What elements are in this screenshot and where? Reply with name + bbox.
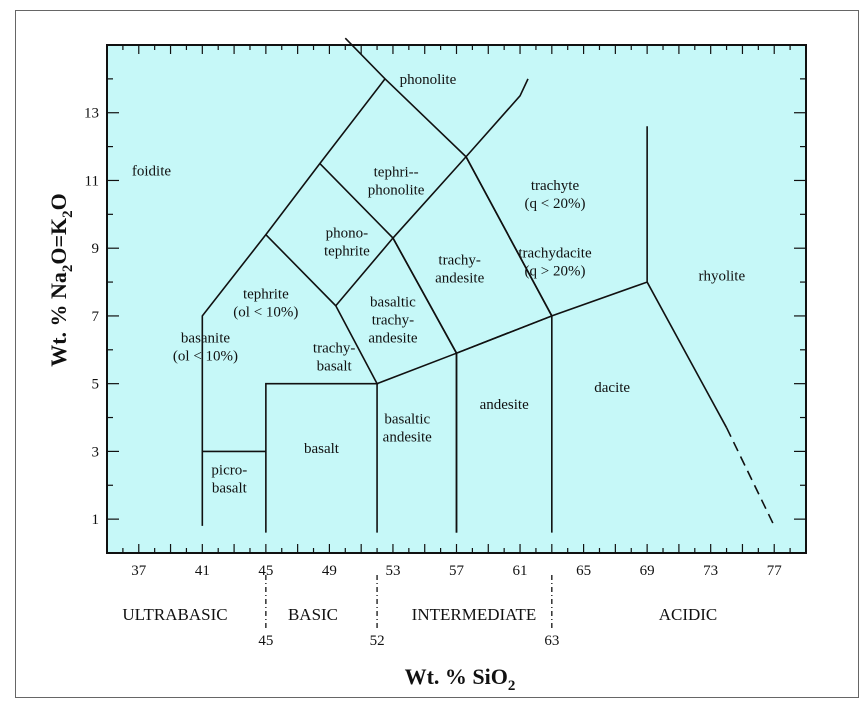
field-label-basaltic-andesite: andesite — [383, 430, 432, 446]
field-label-basanite: (ol < 10%) — [173, 348, 238, 364]
class-dividers: 45 52 63 — [258, 575, 559, 649]
field-label-tephriphonolite: phonolite — [368, 182, 425, 198]
field-label-basaltic-andesite: basaltic — [384, 412, 430, 428]
class-intermediate: INTERMEDIATE — [412, 605, 537, 624]
x-tick-label: 77 — [767, 563, 783, 579]
class-boundary-value: 45 — [258, 633, 273, 649]
x-axis-label: Wt. % SiO2 — [405, 664, 516, 694]
x-tick-label: 57 — [449, 563, 465, 579]
dashed-boundary — [725, 427, 775, 527]
boundary-line-9 — [392, 237, 458, 354]
field-label-basaltic-trachyandesite: andesite — [368, 330, 417, 346]
field-label-tephrite: tephrite — [243, 286, 289, 302]
field-label-foidite: foidite — [132, 163, 171, 179]
field-boundaries — [201, 37, 775, 533]
field-label-trachydacite: (q > 20%) — [525, 264, 586, 280]
field-labels: phonolite tephri-- phonolite foidite trachyt… — [132, 72, 746, 497]
boundary-line-12 — [465, 156, 553, 317]
field-label-phonotephrite: tephrite — [324, 243, 370, 259]
field-label-basaltic-trachyandesite: trachy- — [372, 312, 414, 328]
y-tick-label: 3 — [92, 444, 100, 460]
field-label-trachyte: trachyte — [531, 178, 580, 194]
field-label-tephrite: (ol < 10%) — [233, 304, 298, 320]
x-tick-label: 69 — [640, 563, 655, 579]
field-label-basaltic-trachyandesite: basaltic — [370, 294, 416, 310]
field-label-trachybasalt: trachy- — [313, 341, 355, 357]
x-tick-label: 53 — [385, 563, 400, 579]
field-label-trachydacite: trachydacite — [518, 246, 592, 262]
x-tick-label: 41 — [195, 563, 210, 579]
field-label-dacite: dacite — [594, 380, 630, 396]
x-tick-label: 73 — [703, 563, 718, 579]
class-boundary-value: 63 — [544, 633, 559, 649]
class-ultrabasic: ULTRABASIC — [122, 605, 227, 624]
figure-frame — [15, 10, 859, 698]
class-boundary-value: 52 — [370, 633, 385, 649]
field-label-trachyandesite: trachy- — [438, 253, 480, 269]
field-label-picrobasalt: picro- — [211, 462, 247, 478]
field-label-trachyandesite: andesite — [435, 271, 484, 287]
field-label-basalt: basalt — [304, 441, 340, 457]
y-tick-label: 9 — [92, 241, 100, 257]
field-label-tephriphonolite: tephri-- — [374, 164, 419, 180]
x-tick-label: 49 — [322, 563, 337, 579]
y-tick-label: 7 — [92, 309, 100, 325]
field-label-trachyte: (q < 20%) — [525, 196, 586, 212]
field-label-picrobasalt: basalt — [212, 480, 248, 496]
field-label-rhyolite: rhyolite — [698, 268, 745, 284]
field-label-basanite: basanite — [181, 330, 230, 346]
class-acidic: ACIDIC — [659, 605, 718, 624]
boundary-line-13 — [646, 281, 728, 429]
class-basic: BASIC — [288, 605, 338, 624]
y-tick-label: 13 — [84, 106, 99, 122]
x-tick-label: 65 — [576, 563, 591, 579]
field-label-phonotephrite: phono- — [326, 225, 369, 241]
x-tick-label: 45 — [258, 563, 273, 579]
y-axis-label: Wt. % Na2O=K2O — [46, 193, 76, 367]
field-label-trachybasalt: basalt — [317, 359, 353, 375]
y-tick-label: 5 — [92, 377, 100, 393]
x-tick-label: 61 — [513, 563, 528, 579]
y-tick-label: 11 — [85, 173, 99, 189]
field-label-phonolite: phonolite — [400, 72, 457, 88]
x-tick-label: 37 — [131, 563, 147, 579]
y-tick-label: 1 — [92, 512, 100, 528]
field-label-andesite: andesite — [480, 397, 529, 413]
